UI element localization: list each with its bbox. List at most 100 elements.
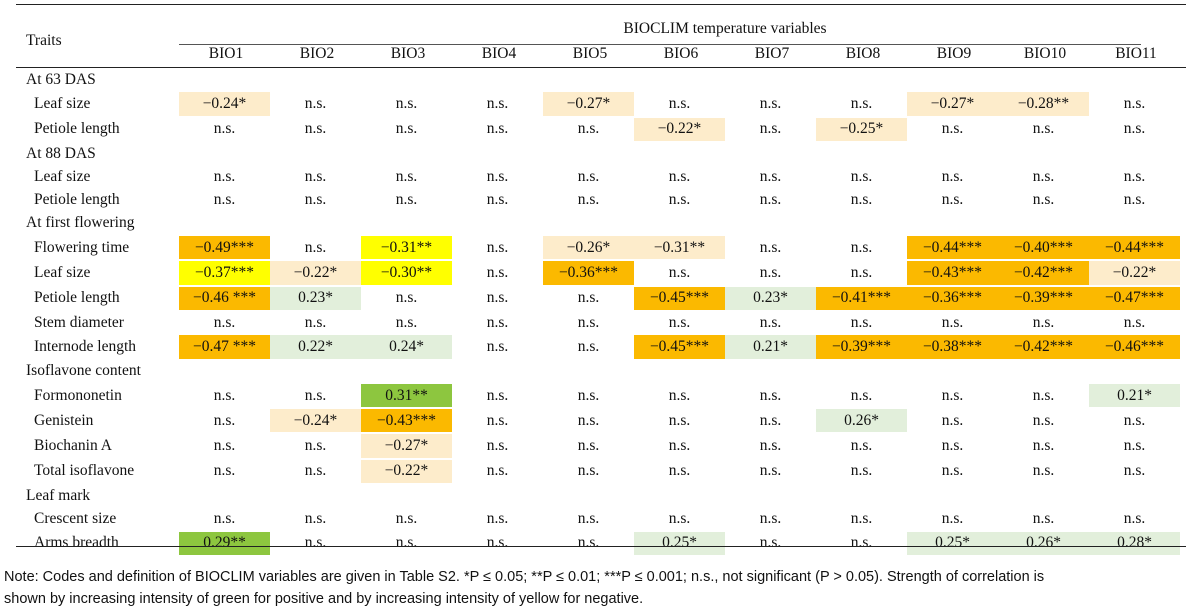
value-cell: −0.26* bbox=[543, 235, 634, 261]
trait-label: Internode length bbox=[34, 337, 137, 355]
value-cell: n.s. bbox=[1123, 411, 1146, 429]
value-cell: n.s. bbox=[759, 534, 782, 552]
value-cell: −0.27* bbox=[361, 433, 452, 459]
value-cell: n.s. bbox=[395, 167, 418, 185]
value-cell: −0.42*** bbox=[998, 260, 1089, 286]
value-cell: n.s. bbox=[395, 534, 418, 552]
value-cell: n.s. bbox=[941, 167, 964, 185]
value-cell: n.s. bbox=[850, 94, 873, 112]
column-header-bio2: BIO2 bbox=[299, 45, 335, 62]
value-cell: 0.26* bbox=[816, 408, 907, 434]
table-row: Total isoflavone n.s. n.s. −0.22* n.s. n.s. n.… bbox=[16, 458, 1186, 485]
value-cell: n.s. bbox=[759, 386, 782, 404]
value-cell: n.s. bbox=[668, 167, 691, 185]
value-cell: n.s. bbox=[668, 191, 691, 209]
value-cell: −0.39*** bbox=[816, 334, 907, 360]
value-cell: n.s. bbox=[850, 534, 873, 552]
value-cell: n.s. bbox=[668, 509, 691, 527]
column-header-bio10: BIO10 bbox=[1023, 45, 1067, 62]
value-cell: n.s. bbox=[850, 238, 873, 256]
column-header-bio9: BIO9 bbox=[936, 45, 972, 62]
value-cell: n.s. bbox=[1032, 437, 1055, 455]
value-cell: −0.37*** bbox=[179, 260, 270, 286]
group-label: Leaf mark bbox=[26, 486, 91, 504]
value-cell: n.s. bbox=[941, 509, 964, 527]
value-cell: n.s. bbox=[486, 167, 509, 185]
value-cell: n.s. bbox=[213, 411, 236, 429]
value-cell: n.s. bbox=[759, 264, 782, 282]
row-padding bbox=[1180, 459, 1186, 484]
note-line-2: shown by increasing intensity of green f… bbox=[4, 591, 644, 607]
column-header-bio1: BIO1 bbox=[208, 45, 244, 62]
value-cell: 0.21* bbox=[1089, 382, 1180, 409]
value-cell: −0.30** bbox=[361, 260, 452, 286]
value-cell: n.s. bbox=[395, 191, 418, 209]
value-cell: n.s. bbox=[395, 94, 418, 112]
value-cell: −0.39*** bbox=[998, 285, 1089, 311]
value-cell: n.s. bbox=[668, 94, 691, 112]
value-cell: −0.22* bbox=[1089, 260, 1180, 286]
value-cell: n.s. bbox=[577, 437, 600, 455]
value-cell: n.s. bbox=[577, 411, 600, 429]
value-cell: n.s. bbox=[668, 264, 691, 282]
value-cell: n.s. bbox=[759, 509, 782, 527]
value-cell: 0.31** bbox=[361, 382, 452, 409]
value-cell: n.s. bbox=[1032, 120, 1055, 138]
value-cell: −0.25* bbox=[816, 116, 907, 142]
table-row: Leaf size n.s. n.s. n.s. n.s. n.s. n.s. n.s. n.s… bbox=[16, 165, 1186, 188]
trait-label: Petiole length bbox=[34, 120, 120, 138]
value-cell: n.s. bbox=[304, 120, 327, 138]
table-row: Stem diameter n.s. n.s. n.s. n.s. n.s. n.s. n.s… bbox=[16, 311, 1186, 334]
value-cell: n.s. bbox=[941, 313, 964, 331]
value-cell: n.s. bbox=[941, 120, 964, 138]
column-header-bio3: BIO3 bbox=[390, 45, 426, 62]
value-cell: −0.22* bbox=[270, 260, 361, 286]
value-cell: n.s. bbox=[941, 462, 964, 480]
value-cell: −0.24* bbox=[179, 91, 270, 117]
value-cell: −0.42*** bbox=[998, 334, 1089, 360]
value-cell: n.s. bbox=[1123, 437, 1146, 455]
row-padding bbox=[1180, 286, 1186, 311]
trait-label: Formononetin bbox=[34, 386, 122, 404]
value-cell: n.s. bbox=[1032, 386, 1055, 404]
value-cell: n.s. bbox=[577, 337, 600, 355]
value-cell: n.s. bbox=[486, 386, 509, 404]
value-cell: n.s. bbox=[1123, 191, 1146, 209]
value-cell: n.s. bbox=[486, 337, 509, 355]
value-cell: n.s. bbox=[759, 191, 782, 209]
value-cell: −0.45*** bbox=[634, 285, 725, 311]
value-cell: n.s. bbox=[941, 437, 964, 455]
value-cell: n.s. bbox=[486, 191, 509, 209]
value-cell: n.s. bbox=[213, 462, 236, 480]
table-top-rule bbox=[16, 4, 1186, 5]
table-row: Genistein n.s. −0.24* −0.43*** n.s. n.s. n.s. n… bbox=[16, 408, 1186, 434]
value-cell: n.s. bbox=[577, 191, 600, 209]
value-cell: −0.43*** bbox=[907, 260, 998, 286]
value-cell: 0.24* bbox=[361, 334, 452, 360]
value-cell: n.s. bbox=[213, 509, 236, 527]
table-bottom-rule bbox=[16, 546, 1186, 547]
table-row: Leaf size −0.24* n.s. n.s. n.s. −0.27* n.s. n.s… bbox=[16, 91, 1186, 117]
value-cell: −0.47*** bbox=[1089, 285, 1180, 311]
value-cell: n.s. bbox=[941, 386, 964, 404]
value-cell: n.s. bbox=[486, 289, 509, 307]
table-row: Petiole length n.s. n.s. n.s. n.s. n.s. −0.22*… bbox=[16, 116, 1186, 142]
column-header-bio4: BIO4 bbox=[481, 45, 517, 62]
value-cell: 0.29** bbox=[179, 530, 270, 556]
value-cell: n.s. bbox=[304, 386, 327, 404]
value-cell: −0.40*** bbox=[998, 235, 1089, 261]
group-row: Isoflavone content bbox=[16, 360, 1186, 383]
value-cell: n.s. bbox=[213, 437, 236, 455]
value-cell: n.s. bbox=[1123, 94, 1146, 112]
value-cell: n.s. bbox=[304, 462, 327, 480]
value-cell: n.s. bbox=[941, 191, 964, 209]
value-cell: 0.26* bbox=[998, 530, 1089, 556]
value-cell: n.s. bbox=[213, 167, 236, 185]
value-cell: n.s. bbox=[304, 437, 327, 455]
value-cell: −0.22* bbox=[361, 458, 452, 485]
value-cell: n.s. bbox=[577, 509, 600, 527]
trait-label: Crescent size bbox=[34, 509, 117, 527]
value-cell: n.s. bbox=[577, 386, 600, 404]
header-bottom-rule bbox=[16, 67, 1186, 68]
value-cell: −0.31** bbox=[361, 235, 452, 261]
